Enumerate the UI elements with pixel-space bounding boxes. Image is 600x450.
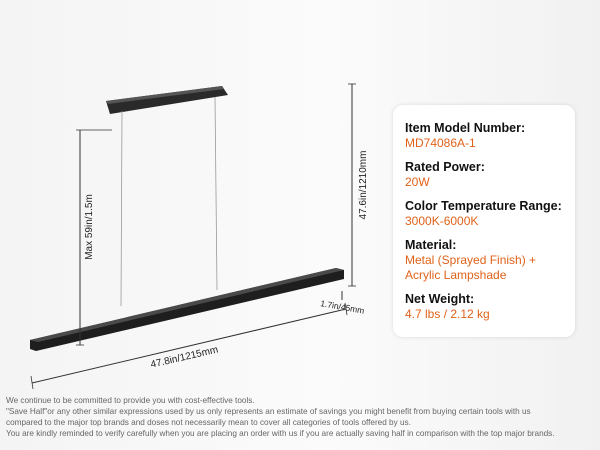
spec-value: Metal (Sprayed Finish) + Acrylic Lampsha… [405, 253, 537, 282]
spec-card: Item Model Number: MD74086A-1 Rated Power:… [393, 105, 575, 337]
canopy-top [106, 86, 224, 104]
dimension-line [31, 308, 347, 384]
length-label: 47.8in/1215mm [150, 344, 220, 370]
canopy [106, 86, 228, 114]
spec-value: MD74086A-1 [405, 136, 476, 150]
depth-label: 1.7in/45mm [320, 298, 365, 316]
spec-label: Color Temperature Range: [405, 199, 562, 213]
dimension-tick [344, 302, 348, 316]
spec-value: 4.7 lbs / 2.12 kg [405, 307, 490, 321]
height-label: 47.6in/1210mm [358, 151, 369, 220]
spec-value: 20W [405, 175, 430, 189]
disclaimer-line: "Save Half"or any other similar expressi… [6, 407, 531, 416]
spec-item: Material: Metal (Sprayed Finish) + Acryli… [405, 238, 575, 283]
spec-value: 3000K-6000K [405, 214, 479, 228]
spec-label: Material: [405, 238, 457, 252]
spec-label: Rated Power: [405, 160, 485, 174]
light-bar-top [30, 268, 344, 342]
spec-item: Rated Power: 20W [405, 160, 575, 190]
spec-label: Item Model Number: [405, 121, 526, 135]
wire [214, 96, 218, 291]
dimension-tick [30, 375, 34, 390]
disclaimer: We continue to be committed to provide y… [6, 395, 600, 439]
disclaimer-line: compared to the major top brands and dos… [6, 418, 411, 427]
spec-item: Color Temperature Range: 3000K-6000K [405, 199, 575, 229]
spec-item: Item Model Number: MD74086A-1 [405, 121, 575, 151]
drop-label: Max 59in/1.5m [84, 194, 95, 260]
disclaimer-line: We continue to be committed to provide y… [6, 396, 255, 405]
light-bar [30, 268, 344, 351]
disclaimer-line: You are kindly reminded to verify carefu… [6, 429, 555, 438]
lamp-drawing: Max 59in/1.5m 47.6in/1210mm 1.7in/45mm 4… [30, 83, 369, 390]
wire [120, 110, 123, 307]
spec-item: Net Weight: 4.7 lbs / 2.12 kg [405, 292, 575, 322]
spec-label: Net Weight: [405, 292, 475, 306]
